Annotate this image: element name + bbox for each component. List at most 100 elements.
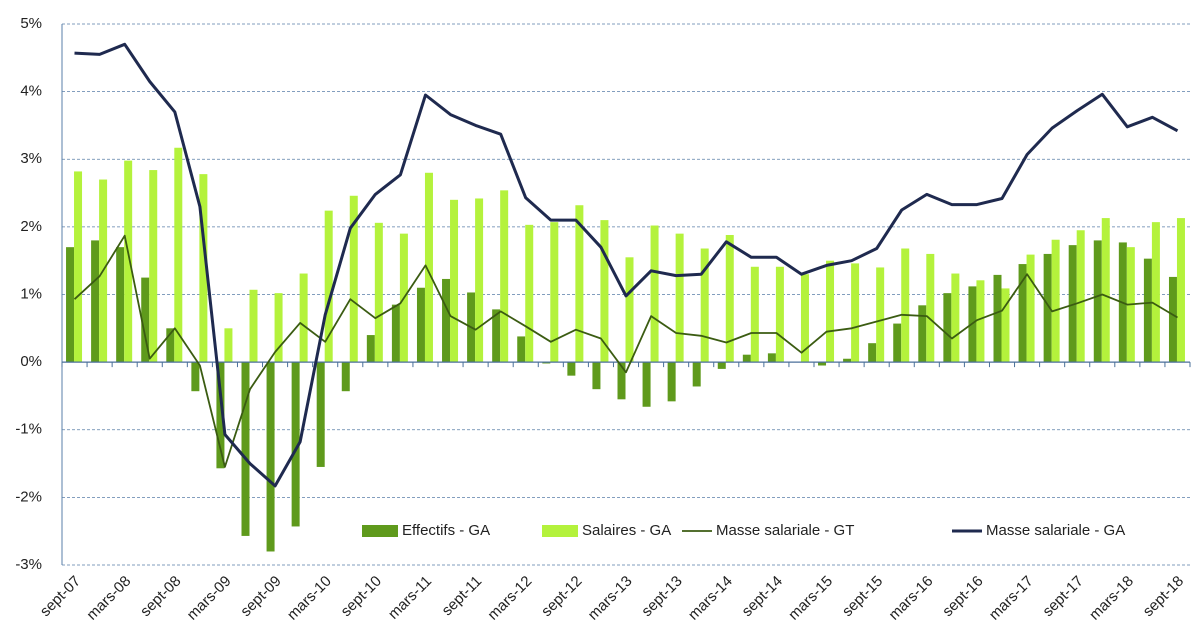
bar (1143, 258, 1152, 363)
bar (366, 335, 375, 363)
bar (1051, 239, 1060, 363)
bar (918, 305, 927, 363)
x-tick-label: mars-11 (385, 573, 435, 623)
bar (291, 362, 300, 527)
y-tick-label: 5% (20, 15, 42, 32)
x-tick-label: mars-09 (184, 573, 235, 624)
bar (224, 328, 233, 363)
bar (1043, 253, 1052, 363)
y-tick-label: 4% (20, 83, 42, 100)
x-tick-label: mars-12 (484, 573, 535, 624)
bar (625, 257, 634, 363)
bar (1018, 264, 1027, 363)
bar (943, 293, 952, 363)
bar (149, 170, 158, 363)
bar (667, 362, 676, 402)
bar (800, 274, 809, 363)
bar (66, 247, 75, 363)
x-tick-label: mars-08 (83, 573, 134, 624)
bar (650, 225, 659, 363)
bar (416, 287, 425, 363)
bar (742, 354, 751, 363)
x-tick-label: mars-18 (1086, 573, 1137, 624)
bar (316, 362, 325, 467)
bar (349, 195, 358, 363)
legend-label: Effectifs - GA (402, 522, 490, 539)
bar (1068, 245, 1077, 363)
bar (1151, 222, 1160, 363)
bar (851, 263, 860, 363)
bar (241, 362, 250, 536)
bar (818, 362, 827, 366)
x-tick-label: sept-11 (439, 573, 486, 620)
bar (492, 309, 501, 363)
x-tick-label: mars-16 (886, 573, 937, 624)
y-tick-label: -2% (15, 488, 42, 505)
bar (1176, 218, 1185, 363)
x-tick-label: sept-14 (739, 573, 786, 620)
bar (868, 343, 877, 363)
bar (525, 224, 534, 363)
bar (299, 273, 308, 363)
y-tick-label: -1% (15, 421, 42, 438)
y-tick-label: 3% (20, 150, 42, 167)
bar (876, 267, 885, 363)
y-tick-label: 0% (20, 353, 42, 370)
bar (424, 172, 433, 363)
bar (124, 160, 133, 363)
bar (450, 199, 459, 363)
bar (575, 205, 584, 363)
bar (617, 362, 626, 400)
legend-label: Masse salariale - GA (986, 522, 1125, 539)
bar (324, 210, 333, 363)
bar (592, 362, 601, 390)
bar (692, 362, 701, 387)
bar (700, 248, 709, 363)
x-tick-label: sept-10 (338, 573, 385, 620)
bar (116, 247, 125, 363)
x-tick-label: mars-17 (986, 573, 1037, 624)
bar (199, 174, 208, 363)
bar (442, 278, 451, 363)
bar (74, 171, 83, 363)
bar (717, 362, 726, 369)
bar (274, 293, 283, 363)
bar (976, 280, 985, 363)
x-tick-label: sept-16 (939, 573, 986, 620)
x-tick-label: sept-09 (237, 573, 284, 620)
bar (374, 222, 383, 363)
bar (550, 222, 559, 363)
x-tick-label: mars-13 (585, 573, 636, 624)
bar (517, 336, 526, 363)
bar (675, 233, 684, 363)
bar (767, 353, 776, 363)
bar (993, 274, 1002, 363)
bar (141, 277, 150, 363)
bar (91, 240, 100, 363)
y-tick-label: 1% (20, 285, 42, 302)
bar (642, 362, 651, 407)
bar (166, 328, 175, 363)
bar (500, 190, 509, 363)
bar (1093, 240, 1102, 363)
bar (951, 273, 960, 363)
bar (216, 362, 225, 469)
bar (542, 362, 551, 364)
bar (1026, 254, 1035, 363)
legend-label: Salaires - GA (582, 522, 671, 539)
bar (341, 362, 350, 392)
bar (843, 358, 852, 363)
x-tick-label: mars-15 (785, 573, 836, 624)
bar (191, 362, 200, 392)
bar (249, 289, 258, 363)
x-tick-label: sept-07 (37, 573, 84, 620)
bar (926, 253, 935, 363)
x-tick-label: mars-14 (685, 573, 736, 624)
line (74, 42, 1179, 488)
legend-swatch (362, 525, 398, 537)
legend-label: Masse salariale - GT (716, 522, 854, 539)
x-tick-label: sept-15 (839, 573, 886, 620)
legend-swatch (542, 525, 578, 537)
bar (750, 266, 759, 363)
